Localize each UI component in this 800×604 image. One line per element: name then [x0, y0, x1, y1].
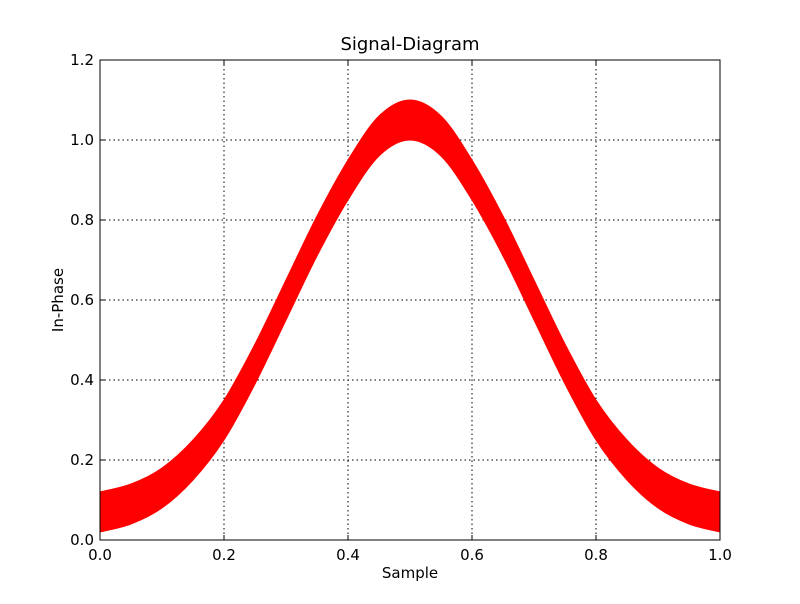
y-tick-label: 0.0 [70, 531, 94, 549]
x-tick-label: 0.8 [584, 546, 608, 564]
y-tick-label: 0.6 [70, 291, 94, 309]
x-tick-label: 0.2 [212, 546, 236, 564]
y-tick-label: 0.8 [70, 211, 94, 229]
ticks: 0.0 0.2 0.4 0.6 0.8 1.0 0.0 0.2 0.4 0.6 0.8 1.0 1.2 [70, 51, 732, 564]
x-tick-label: 0.0 [88, 546, 112, 564]
x-tick-label: 0.4 [336, 546, 360, 564]
y-tick-label: 1.0 [70, 131, 94, 149]
y-axis-label: In-Phase [49, 268, 67, 332]
x-tick-label: 1.0 [708, 546, 732, 564]
x-axis-label: Sample [382, 564, 438, 582]
chart-title: Signal-Diagram [340, 34, 479, 55]
grid [100, 60, 720, 540]
y-tick-label: 0.2 [70, 451, 94, 469]
y-tick-label: 1.2 [70, 51, 94, 69]
x-tick-label: 0.6 [460, 546, 484, 564]
y-tick-label: 0.4 [70, 371, 94, 389]
